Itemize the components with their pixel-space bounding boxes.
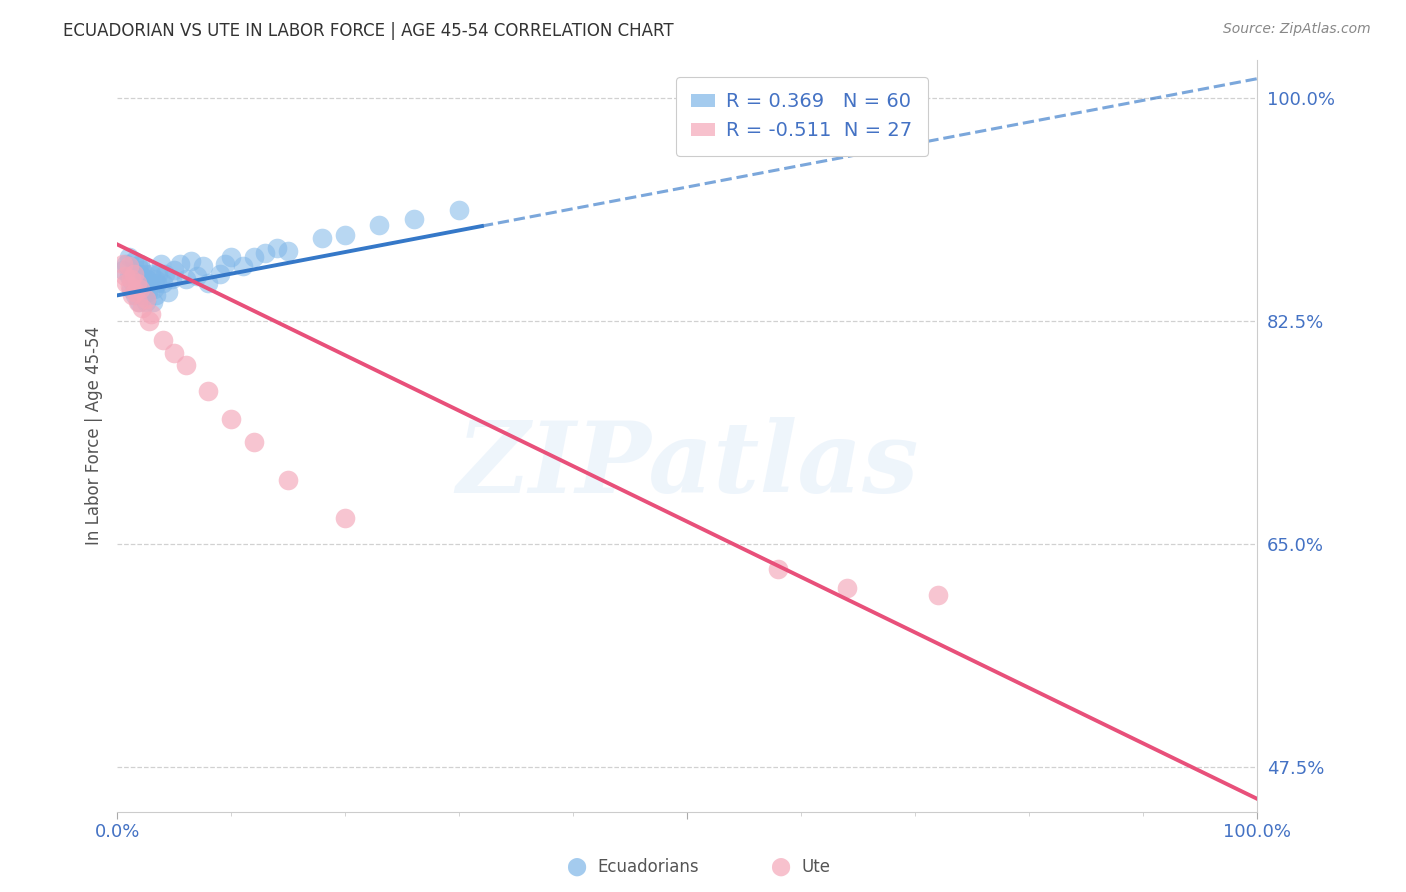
Point — [243, 250, 266, 264]
Point — [197, 276, 219, 290]
Text: ⬤: ⬤ — [770, 857, 790, 876]
Point — [146, 276, 169, 290]
Point — [120, 272, 142, 286]
Point — [141, 308, 163, 322]
Point — [129, 282, 152, 296]
Point — [141, 267, 163, 281]
Point — [145, 288, 167, 302]
Point — [121, 288, 143, 302]
Point — [111, 263, 134, 277]
Point — [124, 254, 146, 268]
Point — [124, 288, 146, 302]
Legend: R = 0.369   N = 60, R = -0.511  N = 27: R = 0.369 N = 60, R = -0.511 N = 27 — [676, 77, 928, 156]
Point — [174, 359, 197, 373]
Point — [368, 219, 391, 233]
Point — [132, 288, 155, 302]
Point — [254, 246, 277, 260]
Point — [131, 263, 153, 277]
Point — [266, 241, 288, 255]
Point — [333, 228, 356, 243]
Point — [142, 282, 165, 296]
Point — [152, 276, 174, 290]
Point — [174, 272, 197, 286]
Point — [152, 333, 174, 347]
Point — [135, 292, 157, 306]
Point — [191, 259, 214, 273]
Point — [125, 279, 148, 293]
Point — [208, 267, 231, 281]
Point — [129, 276, 152, 290]
Point — [129, 267, 152, 281]
Point — [134, 267, 156, 281]
Point — [117, 250, 139, 264]
Point — [153, 267, 176, 281]
Y-axis label: In Labor Force | Age 45-54: In Labor Force | Age 45-54 — [86, 326, 103, 545]
Point — [117, 269, 139, 284]
Point — [121, 267, 143, 281]
Point — [118, 279, 141, 293]
Point — [214, 256, 236, 270]
Text: ⬤: ⬤ — [567, 857, 586, 876]
Point — [149, 256, 172, 270]
Point — [135, 279, 157, 293]
Point — [141, 294, 163, 309]
Point — [143, 272, 166, 286]
Point — [124, 267, 146, 281]
Point — [927, 588, 949, 602]
Point — [835, 582, 858, 596]
Point — [197, 384, 219, 398]
Point — [115, 256, 138, 270]
Point — [117, 259, 139, 273]
Point — [131, 272, 153, 286]
Point — [768, 562, 790, 576]
Point — [277, 473, 299, 487]
Point — [127, 269, 149, 284]
Point — [138, 314, 160, 328]
Point — [114, 269, 136, 284]
Point — [131, 301, 153, 315]
Point — [111, 256, 134, 270]
Point — [157, 285, 180, 299]
Point — [243, 434, 266, 449]
Point — [163, 263, 186, 277]
Text: Source: ZipAtlas.com: Source: ZipAtlas.com — [1223, 22, 1371, 37]
Point — [136, 285, 159, 299]
Point — [124, 285, 146, 299]
Point — [163, 345, 186, 359]
Point — [311, 231, 333, 245]
Point — [127, 294, 149, 309]
Point — [120, 282, 142, 296]
Point — [169, 256, 191, 270]
Text: Ute: Ute — [801, 858, 831, 876]
Text: ECUADORIAN VS UTE IN LABOR FORCE | AGE 45-54 CORRELATION CHART: ECUADORIAN VS UTE IN LABOR FORCE | AGE 4… — [63, 22, 673, 40]
Point — [219, 412, 242, 426]
Point — [129, 285, 152, 299]
Point — [333, 511, 356, 525]
Point — [128, 294, 150, 309]
Point — [127, 259, 149, 273]
Point — [186, 269, 208, 284]
Point — [232, 259, 254, 273]
Point — [219, 250, 242, 264]
Point — [449, 202, 471, 217]
Point — [402, 211, 425, 226]
Point — [135, 294, 157, 309]
Point — [148, 267, 170, 281]
Point — [129, 256, 152, 270]
Point — [138, 276, 160, 290]
Text: Ecuadorians: Ecuadorians — [598, 858, 699, 876]
Point — [124, 272, 146, 286]
Text: ZIPatlas: ZIPatlas — [456, 417, 918, 514]
Point — [115, 276, 138, 290]
Point — [125, 276, 148, 290]
Point — [160, 272, 183, 286]
Point — [122, 276, 145, 290]
Point — [132, 276, 155, 290]
Point — [135, 272, 157, 286]
Point — [180, 254, 202, 268]
Point — [277, 244, 299, 258]
